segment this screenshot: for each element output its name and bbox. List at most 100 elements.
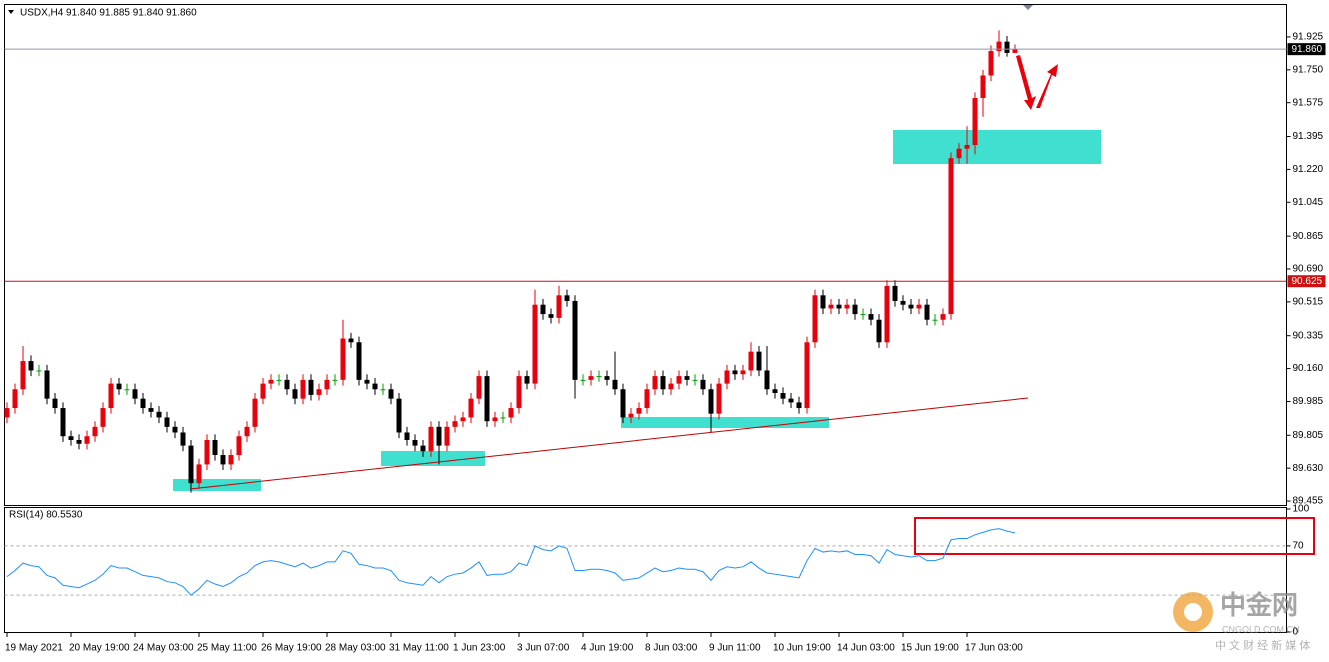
candle-body bbox=[484, 376, 490, 422]
candle-body bbox=[244, 426, 250, 437]
candle-body bbox=[76, 439, 82, 444]
candle-body bbox=[772, 389, 778, 394]
candle-body bbox=[756, 351, 762, 371]
candle-body bbox=[92, 426, 98, 437]
candle-body bbox=[860, 314, 866, 316]
candle-body bbox=[596, 376, 602, 378]
candle-body bbox=[20, 361, 26, 390]
candle-body bbox=[460, 417, 466, 422]
candle-body bbox=[668, 383, 674, 390]
price-label-box bbox=[1287, 275, 1326, 288]
candle-body bbox=[364, 379, 370, 384]
x-tick-label: 14 Jun 03:00 bbox=[837, 643, 895, 654]
candle-body bbox=[404, 432, 410, 440]
candle-body bbox=[708, 389, 714, 414]
y-tick-label: 89.630 bbox=[1293, 463, 1324, 474]
y-tick-label: 89.805 bbox=[1293, 430, 1324, 441]
candle-body bbox=[324, 379, 330, 390]
candle-body bbox=[140, 398, 146, 409]
main-panel bbox=[4, 4, 1287, 506]
y-tick-label: 89.455 bbox=[1293, 496, 1324, 507]
candle-body bbox=[684, 376, 690, 380]
y-tick-label: 91.750 bbox=[1293, 64, 1324, 75]
candle-body bbox=[316, 389, 322, 395]
candle-body bbox=[284, 379, 290, 390]
candle-body bbox=[236, 436, 242, 456]
candle-body bbox=[84, 436, 90, 444]
candle-body bbox=[52, 398, 58, 409]
candle-body bbox=[588, 376, 594, 380]
x-tick-label: 15 Jun 19:00 bbox=[901, 643, 959, 654]
candle-body bbox=[252, 398, 258, 427]
candle-body bbox=[900, 300, 906, 305]
candle-body bbox=[300, 379, 306, 399]
x-tick-label: 19 May 2021 bbox=[5, 643, 63, 654]
candle-body bbox=[700, 379, 706, 390]
candle-body bbox=[796, 402, 802, 409]
candle-body bbox=[676, 376, 682, 384]
candle-body bbox=[332, 379, 338, 381]
candle-body bbox=[196, 464, 202, 484]
arrow bbox=[1016, 55, 1036, 110]
candle-body bbox=[580, 379, 586, 381]
rsi-title: RSI(14) 80.5530 bbox=[9, 510, 83, 521]
zone bbox=[893, 130, 1101, 164]
candle-body bbox=[660, 376, 666, 390]
candle-body bbox=[964, 144, 970, 149]
x-tick-label: 8 Jun 03:00 bbox=[645, 643, 698, 654]
x-tick-label: 26 May 19:00 bbox=[261, 643, 322, 654]
candle-body bbox=[644, 389, 650, 409]
candle-body bbox=[764, 370, 770, 390]
candle-body bbox=[884, 285, 890, 343]
candle-body bbox=[788, 398, 794, 403]
candle-body bbox=[876, 319, 882, 343]
x-tick-label: 25 May 11:00 bbox=[197, 643, 257, 654]
x-tick-label: 24 May 03:00 bbox=[133, 643, 194, 654]
candle-body bbox=[956, 148, 962, 159]
candle-body bbox=[156, 411, 162, 418]
x-tick-label: 17 Jun 03:00 bbox=[965, 643, 1023, 654]
candle-body bbox=[620, 389, 626, 418]
candle-body bbox=[276, 379, 282, 381]
candle-body bbox=[948, 158, 954, 315]
y-tick-label: 91.045 bbox=[1293, 197, 1324, 208]
candle-body bbox=[348, 338, 354, 343]
candle-body bbox=[164, 417, 170, 427]
y-tick-label: 100 bbox=[1293, 504, 1310, 515]
x-tick-label: 1 Jun 23:00 bbox=[453, 643, 506, 654]
y-tick-label: 89.985 bbox=[1293, 396, 1324, 407]
candle-body bbox=[452, 421, 458, 427]
candle-body bbox=[260, 383, 266, 399]
candle-body bbox=[836, 304, 842, 309]
candle-body bbox=[732, 370, 738, 375]
zone bbox=[621, 417, 829, 428]
candle-body bbox=[116, 383, 122, 390]
candle-body bbox=[420, 445, 426, 452]
x-tick-label: 28 May 03:00 bbox=[325, 643, 386, 654]
chart-subtitle: 91.840 91.885 91.840 91.860 bbox=[66, 8, 197, 19]
y-tick-label: 90.335 bbox=[1293, 330, 1324, 341]
candle-body bbox=[692, 379, 698, 381]
candle-body bbox=[292, 389, 298, 399]
candle-body bbox=[1004, 41, 1010, 53]
y-tick-label: 90.160 bbox=[1293, 363, 1324, 374]
candle-body bbox=[868, 314, 874, 320]
chart-title: USDX,H4 bbox=[20, 8, 64, 19]
candle-body bbox=[204, 439, 210, 465]
highlight-box bbox=[914, 517, 1315, 555]
x-tick-label: 31 May 11:00 bbox=[389, 643, 449, 654]
candle-body bbox=[108, 383, 114, 409]
zones bbox=[173, 130, 1101, 491]
candle-body bbox=[516, 376, 522, 409]
candle-body bbox=[444, 426, 450, 446]
zone bbox=[381, 451, 485, 466]
candle-body bbox=[804, 342, 810, 409]
candle-body bbox=[396, 398, 402, 433]
candle-body bbox=[844, 304, 850, 309]
candle-body bbox=[724, 370, 730, 384]
y-tick-label: 91.925 bbox=[1293, 32, 1324, 43]
candle-body bbox=[932, 319, 938, 321]
candle-body bbox=[124, 389, 130, 391]
candle-body bbox=[476, 376, 482, 399]
